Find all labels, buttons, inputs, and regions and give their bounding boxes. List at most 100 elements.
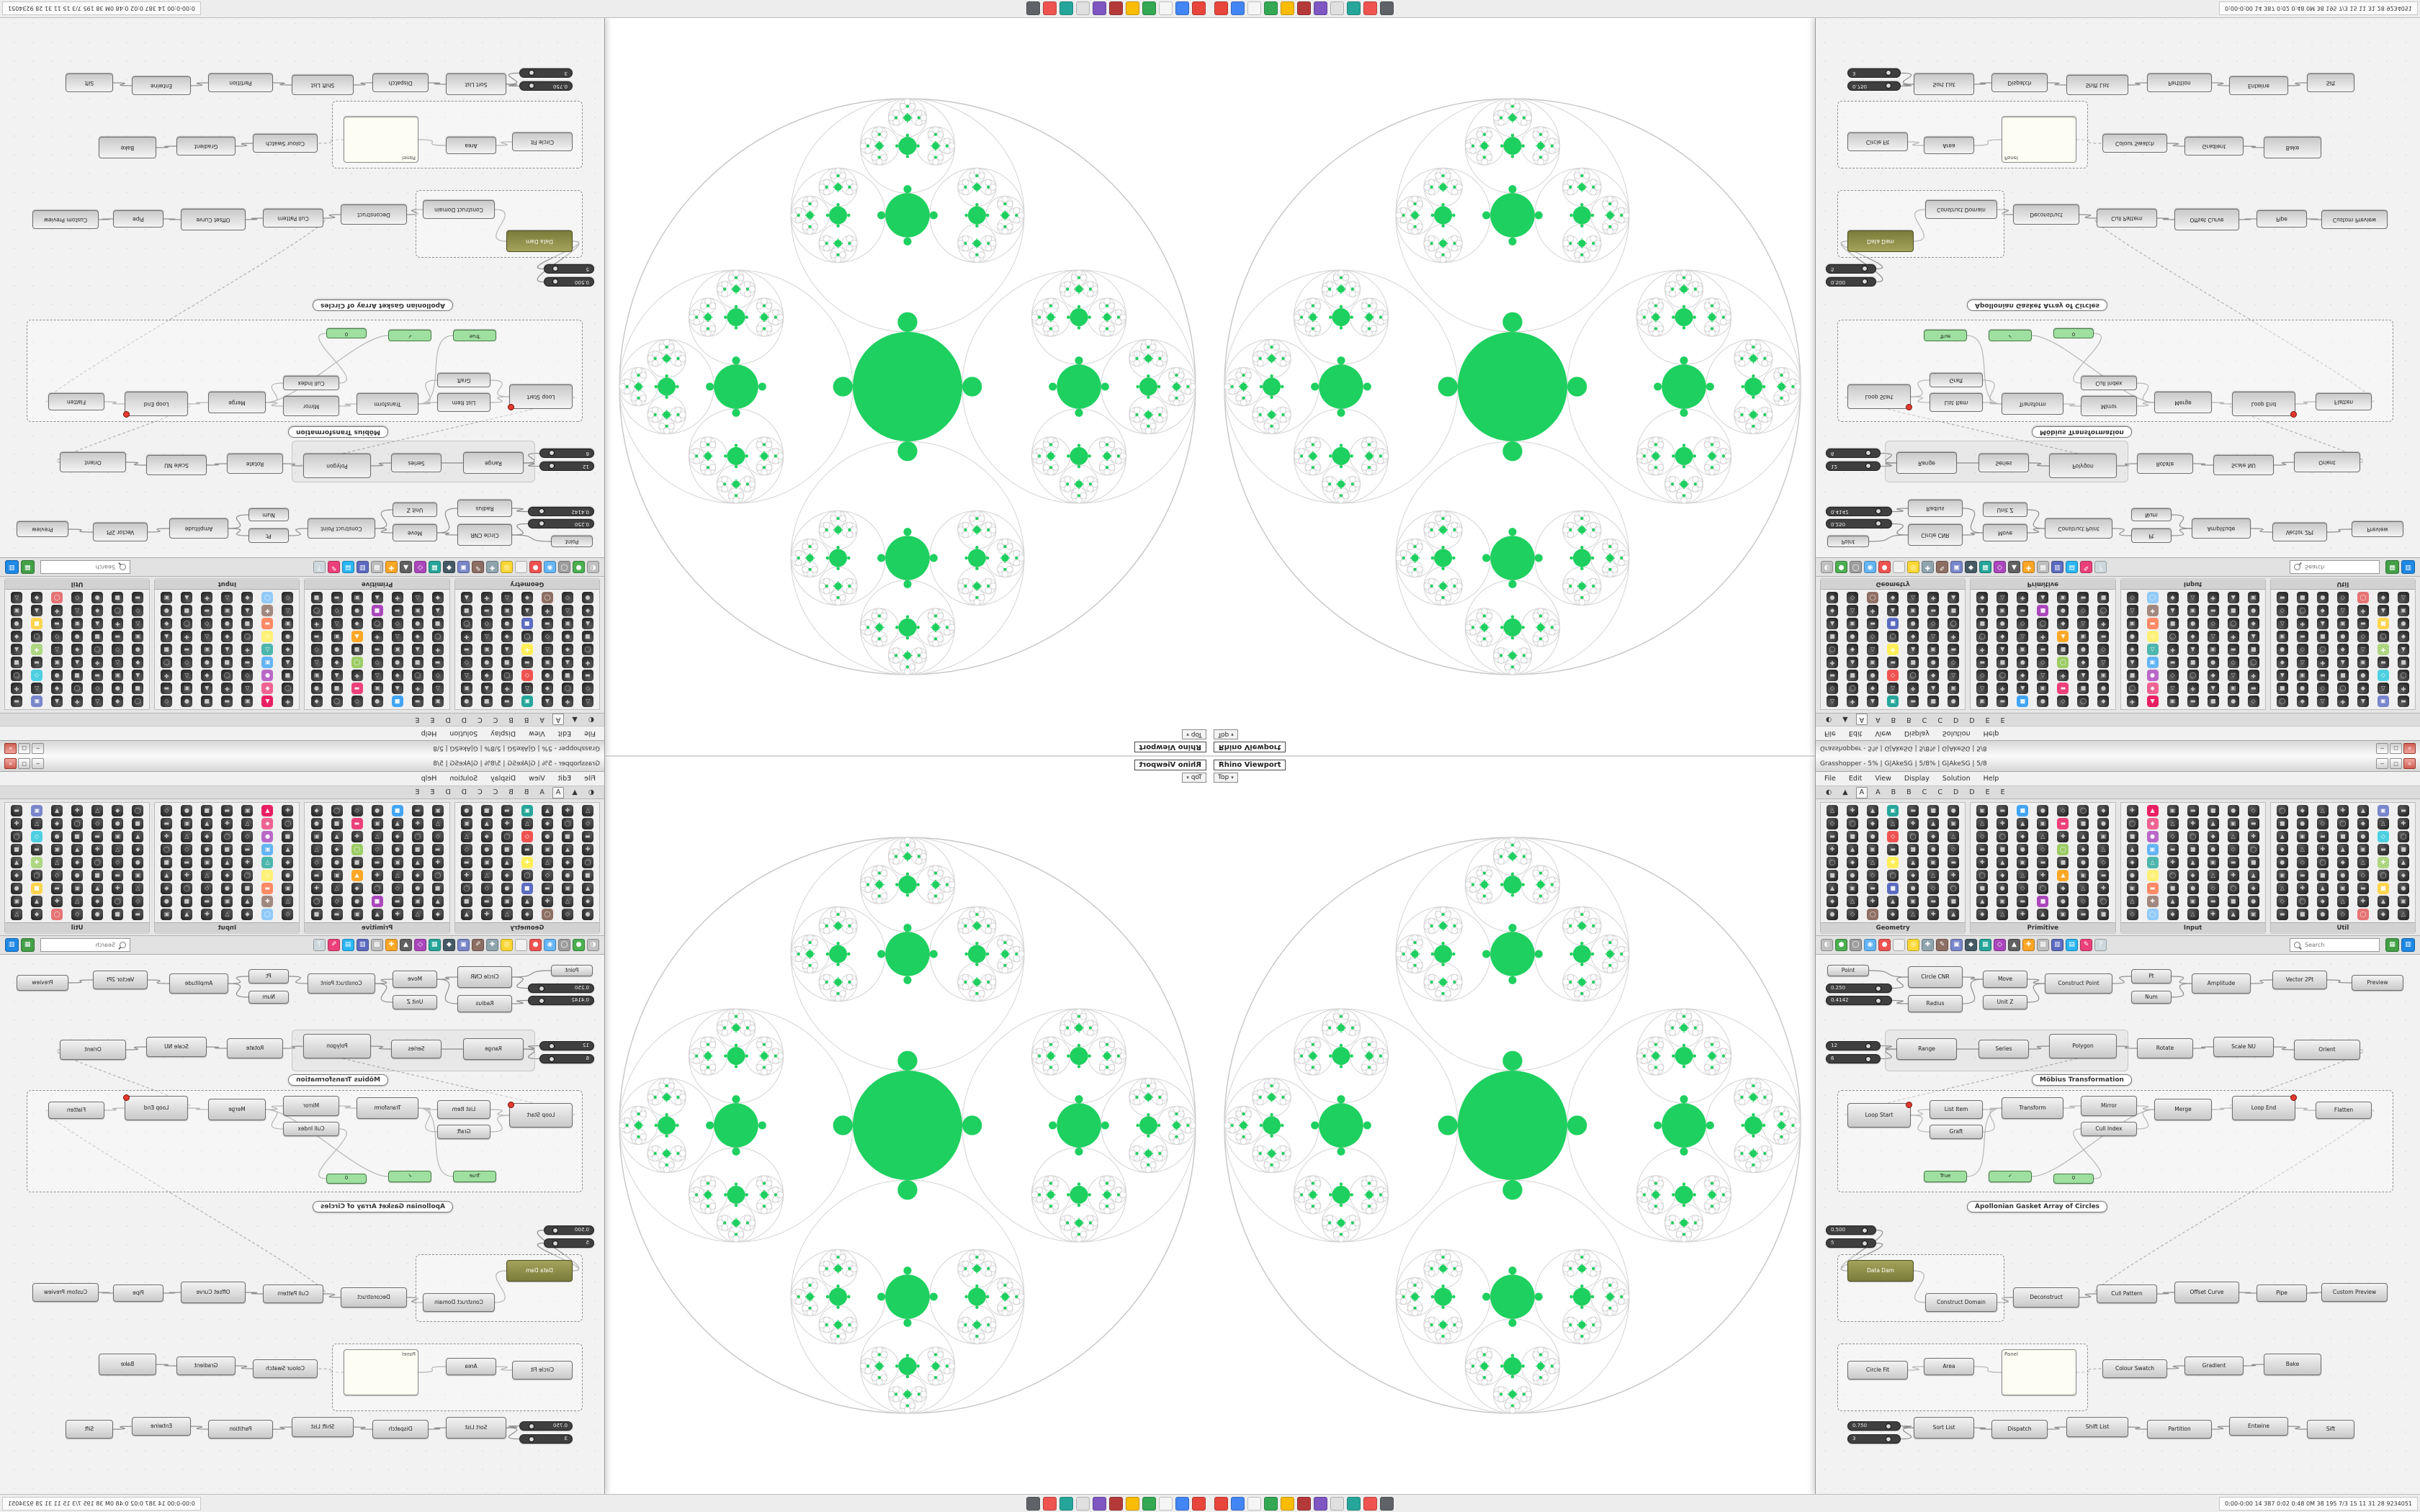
component-icon[interactable]: ■ bbox=[1887, 883, 1899, 894]
grid-icon[interactable]: ▦ bbox=[2037, 561, 2049, 573]
component-icon[interactable]: ▬ bbox=[2077, 592, 2089, 603]
component-icon[interactable]: ✚ bbox=[561, 696, 573, 707]
component-icon[interactable]: ◇ bbox=[2097, 644, 2110, 655]
gh-node-construct-point[interactable]: Construct Point bbox=[308, 518, 375, 539]
component-icon[interactable]: ◯ bbox=[2296, 896, 2308, 907]
palette-group-label[interactable]: Input bbox=[155, 578, 300, 590]
component-icon[interactable]: ▣ bbox=[521, 805, 533, 816]
component-icon[interactable]: ● bbox=[71, 631, 84, 642]
layout-button[interactable]: ▥ bbox=[2401, 560, 2415, 574]
component-icon[interactable]: ▣ bbox=[282, 883, 294, 894]
file-grid-button[interactable]: ▦ bbox=[21, 938, 35, 952]
distribute-icon[interactable]: ▤ bbox=[342, 939, 354, 951]
component-icon[interactable]: ✚ bbox=[2017, 909, 2029, 920]
component-icon[interactable]: ◇ bbox=[91, 683, 104, 694]
component-icon[interactable]: ● bbox=[221, 618, 233, 629]
component-icon[interactable]: ✚ bbox=[1948, 631, 1960, 642]
component-icon[interactable]: ▣ bbox=[2227, 683, 2239, 694]
component-tab[interactable]: C bbox=[493, 716, 498, 724]
component-icon[interactable]: ● bbox=[2316, 909, 2329, 920]
taskbar-app-icon[interactable] bbox=[1059, 1, 1073, 15]
component-icon[interactable]: ■ bbox=[2377, 883, 2389, 894]
component-icon[interactable]: △ bbox=[2276, 883, 2288, 894]
component-icon[interactable]: ● bbox=[221, 883, 233, 894]
component-icon[interactable]: ▬ bbox=[2037, 857, 2049, 868]
component-icon[interactable]: ▲ bbox=[1927, 818, 1940, 829]
component-icon[interactable]: △ bbox=[11, 592, 23, 603]
grasshopper-titlebar[interactable]: Grasshopper - 5% | G|AkeSG | 5/8% | G|Ak… bbox=[1816, 740, 2420, 756]
component-icon[interactable]: ✚ bbox=[541, 605, 553, 616]
component-icon[interactable]: ● bbox=[581, 592, 593, 603]
component-icon[interactable]: ▲ bbox=[2357, 696, 2369, 707]
gh-node-cull-index[interactable]: Cull Index bbox=[283, 376, 339, 390]
grasshopper-titlebar[interactable]: Grasshopper - 5% | G|AkeSG | 5/8% | G|Ak… bbox=[1816, 756, 2420, 772]
align-icon[interactable]: ▥ bbox=[2051, 561, 2063, 573]
component-icon[interactable]: ● bbox=[91, 909, 104, 920]
gh-node-orient[interactable]: Orient bbox=[60, 452, 126, 472]
component-icon[interactable]: ◇ bbox=[2316, 818, 2329, 829]
component-icon[interactable]: ▬ bbox=[1887, 844, 1899, 855]
component-icon[interactable]: ■ bbox=[411, 844, 424, 855]
gh-node-scale-nu[interactable]: Scale NU bbox=[2213, 455, 2274, 475]
component-icon[interactable]: ◯ bbox=[181, 883, 193, 894]
component-icon[interactable]: ◇ bbox=[351, 696, 363, 707]
component-icon[interactable]: ▲ bbox=[351, 870, 363, 881]
gh-node-dispatch[interactable]: Dispatch bbox=[1991, 73, 2048, 92]
component-icon[interactable]: ■ bbox=[282, 831, 294, 842]
component-icon[interactable]: ▣ bbox=[132, 631, 144, 642]
component-icon[interactable]: ▬ bbox=[91, 831, 104, 842]
gh-node-rotate[interactable]: Rotate bbox=[2137, 454, 2193, 474]
taskbar-app-icon[interactable] bbox=[1192, 1, 1206, 15]
component-icon[interactable]: ◇ bbox=[201, 618, 213, 629]
component-icon[interactable]: ✚ bbox=[2336, 805, 2349, 816]
component-icon[interactable]: ◆ bbox=[11, 631, 23, 642]
gh-node-dispatch[interactable]: Dispatch bbox=[372, 73, 429, 92]
gh-node-12[interactable]: 12 bbox=[539, 462, 594, 471]
component-icon[interactable]: ▲ bbox=[221, 857, 233, 868]
component-icon[interactable]: ▣ bbox=[71, 883, 84, 894]
component-icon[interactable]: ◯ bbox=[371, 883, 383, 894]
gh-node-loop-start[interactable]: Loop Start bbox=[1847, 1102, 1912, 1128]
component-tab[interactable]: C bbox=[1922, 788, 1927, 796]
component-icon[interactable]: ■ bbox=[2397, 657, 2409, 668]
gh-node-list-item[interactable]: List Item bbox=[437, 1100, 490, 1119]
component-icon[interactable]: ✚ bbox=[71, 696, 84, 707]
sketch-icon[interactable]: ✎ bbox=[472, 561, 484, 573]
gh-node-pipe[interactable]: Pipe bbox=[2257, 210, 2307, 228]
component-icon[interactable]: ▣ bbox=[2296, 831, 2308, 842]
component-icon[interactable]: ◇ bbox=[2166, 670, 2179, 681]
rhino-viewport[interactable]: Rhino Viewport Top ▾ bbox=[1210, 756, 1815, 1495]
component-icon[interactable]: ▲ bbox=[2316, 618, 2329, 629]
component-icon[interactable]: ◆ bbox=[2207, 670, 2219, 681]
component-icon[interactable]: ▣ bbox=[480, 644, 493, 655]
component-icon[interactable]: ✚ bbox=[112, 883, 124, 894]
gh-node-move[interactable]: Move bbox=[1983, 971, 2027, 988]
gh-node-shift-list[interactable]: Shift List bbox=[2066, 75, 2128, 95]
component-tab[interactable]: D bbox=[445, 716, 451, 724]
component-icon[interactable]: ◯ bbox=[1847, 818, 1859, 829]
component-icon[interactable]: ▣ bbox=[201, 857, 213, 868]
component-icon[interactable]: ▲ bbox=[2037, 909, 2049, 920]
component-icon[interactable]: ● bbox=[310, 818, 323, 829]
component-icon[interactable]: ✚ bbox=[501, 683, 513, 694]
component-icon[interactable]: ◇ bbox=[1867, 870, 1879, 881]
gh-node-construct-domain[interactable]: Construct Domain bbox=[423, 200, 495, 219]
component-tab[interactable]: A bbox=[1876, 716, 1881, 724]
component-icon[interactable]: ✚ bbox=[2377, 857, 2389, 868]
component-icon[interactable]: ▬ bbox=[2296, 870, 2308, 881]
component-icon[interactable]: ● bbox=[2097, 683, 2110, 694]
component-icon[interactable]: △ bbox=[71, 896, 84, 907]
component-icon[interactable]: ● bbox=[581, 909, 593, 920]
component-icon[interactable]: △ bbox=[501, 909, 513, 920]
component-icon[interactable]: △ bbox=[1996, 909, 2009, 920]
component-icon[interactable]: ▬ bbox=[1996, 805, 2009, 816]
component-icon[interactable]: ✚ bbox=[1887, 857, 1899, 868]
component-tab[interactable]: ▲ bbox=[1842, 716, 1848, 724]
gh-node-6[interactable]: 6 bbox=[539, 1054, 594, 1063]
component-icon[interactable]: ▲ bbox=[261, 696, 274, 707]
component-icon[interactable]: ▬ bbox=[2247, 683, 2259, 694]
component-icon[interactable]: ▲ bbox=[2017, 818, 2029, 829]
component-icon[interactable]: ● bbox=[2227, 696, 2239, 707]
component-icon[interactable]: △ bbox=[1887, 818, 1899, 829]
component-icon[interactable]: ▣ bbox=[261, 657, 274, 668]
